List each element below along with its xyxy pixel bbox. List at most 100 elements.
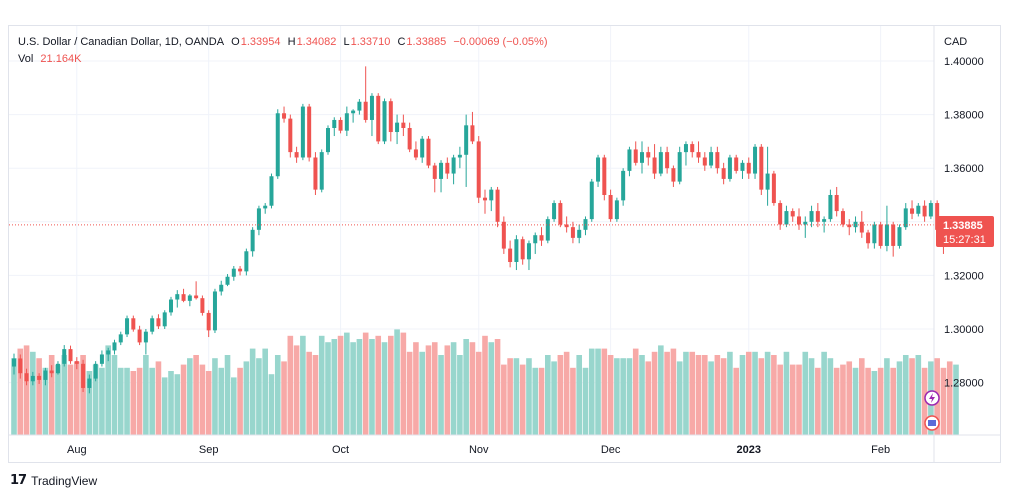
volume-bar [557,355,564,435]
candle-body [319,152,324,190]
volume-bar [86,371,93,435]
candle [734,154,739,174]
candle [665,146,670,174]
candle [740,160,745,179]
volume-bar [99,367,105,435]
volume-bar [231,377,237,435]
candle [338,117,343,134]
candle [420,136,425,163]
candle [55,361,60,375]
candle [715,146,720,174]
time-axis[interactable]: Aug Sep Oct Nov Dec 2023 Feb [67,444,890,456]
candle-body [401,122,406,128]
calendar-flag-icon[interactable] [924,415,940,431]
volume-bar [507,358,513,435]
volume-bar [143,355,149,435]
candle [319,149,324,193]
candle-body [388,101,393,133]
candle [112,339,117,355]
high-value: 1.34082 [296,36,337,48]
volume-bar [187,358,193,435]
candle-body [646,152,651,158]
volume-bar [494,339,501,435]
volume-bar [92,364,99,435]
candle-body [99,354,104,364]
last-price-value: 1.33885 [943,220,983,232]
candle [878,221,883,249]
volume-bar [463,339,469,435]
volume-bar [149,367,155,435]
lightning-icon[interactable] [924,390,940,406]
candle-body [696,152,701,158]
volume-bar [670,348,677,435]
volume-bar [909,358,915,435]
candle [702,152,707,171]
candle-body [658,152,663,174]
candle-body [746,162,751,174]
candle [432,162,437,193]
symbol-title[interactable]: U.S. Dollar / Canadian Dollar, 1D, OANDA [18,36,225,48]
candle [206,310,211,338]
candle [12,353,16,375]
volume-bar [312,355,319,435]
candle [357,99,362,115]
volume-bar [752,351,758,435]
candle [753,144,758,179]
candle [187,294,192,307]
candle-body [878,224,883,246]
candle [621,168,626,206]
candle-body [564,224,569,228]
candle [150,315,155,335]
candlestick-chart[interactable]: 1.400001.380001.360001.340001.320001.300… [0,0,1012,470]
candle-body [721,168,726,179]
volume-bar [877,367,884,435]
volume-bar [664,351,670,435]
candle-body [570,227,575,238]
volume-bar [249,348,256,435]
candle-body [118,334,123,343]
volume-bar [42,367,49,435]
volume-bar [676,361,683,435]
candle-body [884,224,889,246]
candle [382,98,387,145]
candle [476,136,481,204]
volume-bar [902,355,909,435]
candle-body [137,329,142,343]
candle [125,315,130,338]
candle [545,216,550,244]
volume-bar [626,358,633,435]
candle-body [376,95,381,142]
volume-bar [582,367,589,435]
candle-body [608,195,613,220]
volume-bar [256,358,262,435]
volume-legend[interactable]: Vol 21.164K [18,53,82,65]
volume-bar [865,367,871,435]
candle-body [602,157,607,195]
candle-body [332,119,337,128]
candle-body [640,152,644,163]
volume-bar [444,345,451,435]
candle [891,221,896,257]
volume-bar [74,361,80,435]
candle-body [294,152,299,158]
candle [43,367,48,386]
candle [847,219,852,236]
volume-bar [111,355,118,435]
price-tick-label: 1.28000 [944,378,984,390]
candle-body [194,295,199,299]
candle-body [759,146,764,190]
candle-body [269,176,274,206]
volume-bar [168,371,174,435]
candle [49,365,54,378]
candle-body [395,122,400,133]
volume-bar [369,339,375,435]
volume-bar [306,351,312,435]
candle-body [489,189,494,201]
tradingview-brand[interactable]: 17 TradingView [10,473,97,488]
candle [834,186,839,217]
ohlc-legend[interactable]: U.S. Dollar / Canadian Dollar, 1D, OANDA… [18,36,549,48]
volume-bar [17,348,24,435]
volume-bar [758,358,765,435]
candle [426,136,431,169]
volume-bar [859,358,865,435]
